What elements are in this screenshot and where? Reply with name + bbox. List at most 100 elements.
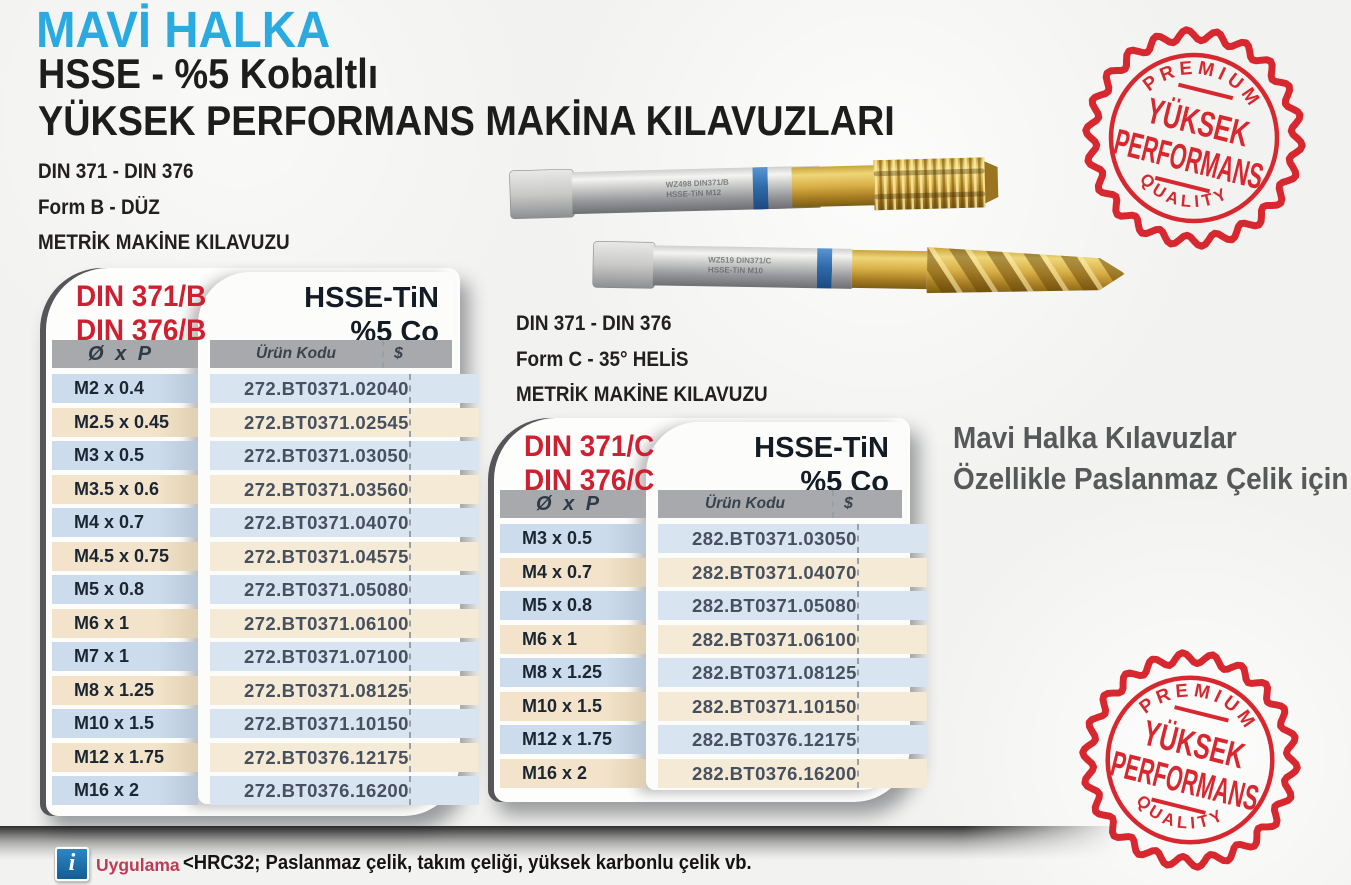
table-header-b: Ø x P Ürün Kodu $	[40, 340, 460, 368]
price-cell	[856, 691, 927, 721]
size-cell: M6 x 1	[52, 608, 198, 638]
page-subtitle: HSSE - %5 Kobaltlı	[38, 50, 379, 97]
price-cell	[856, 524, 927, 553]
din-line1: DIN 371/B	[76, 280, 207, 313]
col-header-price: $	[382, 340, 452, 368]
price-cell	[408, 441, 479, 470]
din-line1: DIN 371/C	[524, 430, 655, 463]
col-header-code: Ürün Kodu	[658, 490, 832, 518]
table-row: M3.5 x 0.6 272.BT0371.03560	[40, 474, 479, 504]
price-cell	[408, 642, 479, 671]
table-row: M5 x 0.8 282.BT0371.05080	[488, 591, 927, 620]
size-cell: M4 x 0.7	[500, 557, 646, 587]
product-code-cell: 272.BT0371.02545	[210, 407, 409, 437]
note-line2: Özellikle Paslanmaz Çelik için	[953, 461, 1349, 496]
product-code-cell: 272.BT0371.04575	[210, 541, 409, 571]
din-standard-label-c: DIN 371/C DIN 376/C	[524, 430, 654, 498]
size-cell: M5 x 0.8	[52, 575, 198, 604]
size-cell: M10 x 1.5	[500, 691, 646, 721]
col-header-size: Ø x P	[52, 340, 198, 368]
price-cell	[856, 557, 927, 587]
table-card-form-c: HSSE-TiN %5 Co DIN 371/C DIN 376/C Ø x P…	[488, 418, 927, 802]
product-code-cell: 272.BT0376.12175	[210, 742, 409, 772]
size-cell: M3 x 0.5	[52, 441, 198, 470]
size-cell: M2 x 0.4	[52, 374, 198, 403]
product-code-cell: 282.BT0371.10150	[658, 691, 857, 721]
price-cell	[408, 541, 479, 571]
col-header-price: $	[832, 490, 902, 518]
premium-stamp-bottom: PREMIUM QUALITY YÜKSEK PERFORMANS	[1079, 649, 1301, 871]
price-cell	[856, 758, 927, 788]
size-cell: M10 x 1.5	[52, 709, 198, 738]
product-code-cell: 282.BT0376.16200	[658, 758, 857, 788]
product-code-cell: 272.BT0371.10150	[210, 709, 409, 738]
product-code-cell: 282.BT0371.03050	[658, 524, 857, 553]
spec-din-c: DIN 371 - DIN 376	[516, 312, 672, 335]
size-cell: M4.5 x 0.75	[52, 541, 198, 571]
info-icon: i	[55, 847, 89, 881]
spec-type-b: METRİK MAKİNE KILAVUZU	[38, 231, 290, 254]
table-row: M3 x 0.5 282.BT0371.03050	[488, 524, 927, 553]
price-cell	[856, 725, 927, 754]
product-code-cell: 282.BT0371.05080	[658, 591, 857, 620]
spec-din-b: DIN 371 - DIN 376	[38, 160, 194, 183]
product-code-cell: 272.BT0371.03560	[210, 474, 409, 504]
col-header-size: Ø x P	[500, 490, 646, 518]
price-cell	[408, 407, 479, 437]
taps-product-photo: WZ498 DIN371/B HSSE-TiN M12 WZ519 DIN371…	[509, 157, 1125, 294]
table-row: M4 x 0.7 282.BT0371.04070	[488, 557, 927, 587]
price-cell	[856, 591, 927, 620]
footer-shadow-band	[0, 826, 1120, 860]
price-cell	[408, 742, 479, 772]
product-code-cell: 272.BT0371.05080	[210, 575, 409, 604]
material-name: HSSE-TiN	[754, 432, 889, 464]
brand-title: MAVİ HALKA	[36, 1, 331, 58]
size-cell: M2.5 x 0.45	[52, 407, 198, 437]
size-cell: M7 x 1	[52, 642, 198, 671]
size-cell: M5 x 0.8	[500, 591, 646, 620]
price-cell	[408, 608, 479, 638]
price-cell	[408, 575, 479, 604]
size-cell: M6 x 1	[500, 624, 646, 654]
product-code-cell: 282.BT0371.04070	[658, 557, 857, 587]
spec-type-c: METRİK MAKİNE KILAVUZU	[516, 383, 768, 406]
note-line1: Mavi Halka Kılavuzlar	[953, 420, 1237, 455]
application-text: <HRC32; Paslanmaz çelik, takım çeliği, y…	[183, 851, 752, 874]
svg-text:WZ519 DIN371/C: WZ519 DIN371/C	[708, 255, 772, 265]
size-cell: M8 x 1.25	[500, 658, 646, 687]
table-row: M12 x 1.75 282.BT0376.12175	[488, 725, 927, 754]
col-header-code: Ürün Kodu	[210, 340, 382, 368]
tap-form-b: WZ498 DIN371/B HSSE-TiN M12	[509, 157, 999, 219]
price-cell	[408, 675, 479, 705]
price-cell	[408, 709, 479, 738]
size-cell: M16 x 2	[52, 776, 198, 805]
table-row: M4.5 x 0.75 272.BT0371.04575	[40, 541, 479, 571]
price-cell	[408, 776, 479, 805]
table-rows-c: M3 x 0.5 282.BT0371.03050 M4 x 0.7 282.BT03…	[488, 524, 927, 792]
table-row: M6 x 1 282.BT0371.06100	[488, 624, 927, 654]
price-cell	[408, 508, 479, 537]
din-standard-label-b: DIN 371/B DIN 376/B	[76, 280, 206, 348]
size-cell: M12 x 1.75	[52, 742, 198, 772]
size-cell: M3.5 x 0.6	[52, 474, 198, 504]
product-code-cell: 282.BT0371.08125	[658, 658, 857, 687]
table-row: M12 x 1.75 272.BT0376.12175	[40, 742, 479, 772]
material-name: HSSE-TiN	[304, 282, 439, 314]
price-cell	[856, 624, 927, 654]
size-cell: M3 x 0.5	[500, 524, 646, 553]
size-cell: M4 x 0.7	[52, 508, 198, 537]
spec-form-c: Form C - 35° HELİS	[516, 348, 689, 371]
table-row: M10 x 1.5 272.BT0371.10150	[40, 709, 479, 738]
product-code-cell: 272.BT0376.16200	[210, 776, 409, 805]
table-row: M2.5 x 0.45 272.BT0371.02545	[40, 407, 479, 437]
table-row: M10 x 1.5 282.BT0371.10150	[488, 691, 927, 721]
product-code-cell: 272.BT0371.06100	[210, 608, 409, 638]
table-row: M16 x 2 282.BT0376.16200	[488, 758, 927, 788]
svg-text:HSSE-TiN M10: HSSE-TiN M10	[708, 265, 764, 275]
table-row: M2 x 0.4 272.BT0371.02040	[40, 374, 479, 403]
page-title: YÜKSEK PERFORMANS MAKİNA KILAVUZLARI	[38, 97, 895, 144]
svg-text:HSSE-TiN M12: HSSE-TiN M12	[666, 188, 722, 199]
premium-stamp-top: PREMIUM QUALITY YÜKSEK PERFORMANS	[1082, 26, 1306, 250]
table-row: M6 x 1 272.BT0371.06100	[40, 608, 479, 638]
product-code-cell: 272.BT0371.07100	[210, 642, 409, 671]
